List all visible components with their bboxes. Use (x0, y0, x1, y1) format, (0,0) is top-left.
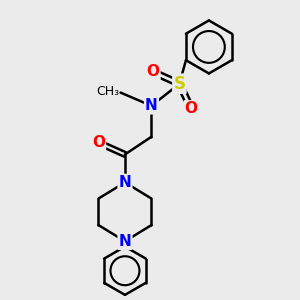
Text: S: S (173, 75, 185, 93)
Text: CH₃: CH₃ (96, 85, 119, 98)
Text: O: O (185, 101, 198, 116)
Text: O: O (92, 135, 105, 150)
Text: O: O (146, 64, 159, 80)
Text: N: N (118, 234, 131, 249)
Text: N: N (145, 98, 158, 113)
Text: N: N (118, 175, 131, 190)
